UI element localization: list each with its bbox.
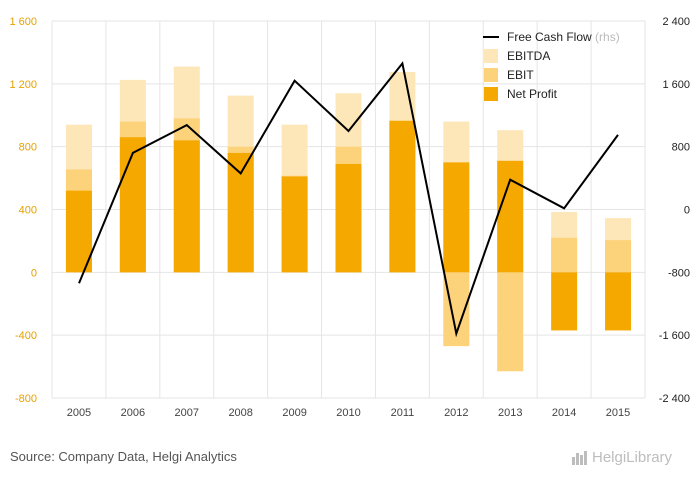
bar-net-profit-2005	[65, 190, 92, 273]
library-icon	[572, 450, 588, 465]
bar-net-profit-2009	[281, 176, 308, 273]
x-tick-label: 2014	[552, 407, 576, 419]
source-note: Source: Company Data, Helgi Analytics	[10, 449, 237, 464]
y-left-tick-label: 400	[19, 205, 37, 217]
x-tick-label: 2007	[175, 407, 199, 419]
legend: Free Cash Flow (rhs) EBITDA EBIT Net Profit	[483, 30, 620, 101]
x-tick-label: 2011	[391, 407, 415, 419]
y-right-tick-label: -800	[668, 267, 690, 279]
bar-net-profit-2011	[389, 120, 416, 273]
legend-marker-box	[484, 87, 498, 101]
bar-ebit-2014	[551, 237, 578, 273]
y-left-tick-label: 1 200	[9, 79, 37, 91]
brand-logo: HelgiLibrary	[572, 449, 672, 466]
y-right-tick-label: 2 400	[662, 16, 690, 28]
y-right-tick-label: -1 600	[659, 330, 690, 342]
x-tick-label: 2010	[336, 407, 360, 419]
line-free-cash-flow	[78, 61, 619, 338]
bar-net-profit-2008	[227, 152, 254, 273]
bar-net-profit-2010	[335, 163, 362, 273]
brand-name: HelgiLibrary	[592, 449, 673, 466]
legend-label: EBIT	[507, 68, 534, 82]
legend-marker-box	[484, 68, 498, 82]
bar-net-profit-2007	[173, 140, 200, 273]
y-right-tick-label: 0	[684, 205, 690, 217]
x-tick-label: 2009	[282, 407, 306, 419]
y-right-tick-label: 1 600	[662, 79, 690, 91]
bars	[65, 66, 632, 372]
x-tick-label: 2012	[444, 407, 468, 419]
y-left-tick-label: 800	[19, 142, 37, 154]
y-left-tick-label: -400	[15, 330, 37, 342]
bar-ebit-2013	[497, 272, 524, 372]
y-left-tick-label: 1 600	[9, 16, 37, 28]
x-tick-label: 2013	[498, 407, 522, 419]
bar-net-profit-2012	[443, 162, 470, 273]
legend-label: Net Profit	[507, 87, 558, 101]
bar-net-profit-2006	[119, 137, 146, 273]
y-left-tick-label: -800	[15, 393, 37, 405]
bar-net-profit-2014	[551, 272, 578, 331]
legend-label-suffix: (rhs)	[592, 30, 620, 44]
x-tick-label: 2006	[121, 407, 145, 419]
y-right-tick-label: 800	[672, 142, 690, 154]
legend-label: Free Cash Flow (rhs)	[507, 30, 620, 44]
legend-label: EBITDA	[507, 49, 550, 63]
x-tick-label: 2005	[67, 407, 91, 419]
bar-ebit-2015	[605, 240, 632, 273]
bar-net-profit-2013	[497, 160, 524, 273]
x-tick-label: 2015	[606, 407, 630, 419]
x-tick-label: 2008	[228, 407, 252, 419]
bar-net-profit-2015	[605, 272, 632, 331]
y-left-tick-label: 0	[31, 267, 37, 279]
y-right-tick-label: -2 400	[659, 393, 690, 405]
legend-marker-box	[484, 49, 498, 63]
